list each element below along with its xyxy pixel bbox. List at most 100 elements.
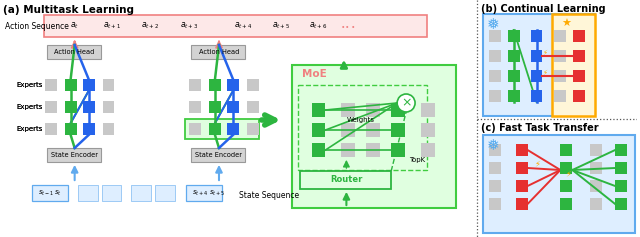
Bar [341,123,355,137]
Text: Weights: Weights [346,117,374,123]
Bar [45,123,57,135]
Text: ❅: ❅ [487,137,500,152]
Bar [590,162,602,174]
Bar [615,144,627,156]
Bar [615,198,627,210]
Bar [391,103,405,117]
Bar [508,90,520,102]
Bar [561,180,572,192]
Bar [554,30,566,42]
Bar [83,79,95,91]
Text: $s_{t+5}$: $s_{t+5}$ [209,188,225,198]
Bar [341,143,355,157]
Bar [366,143,380,157]
Circle shape [397,94,415,112]
Bar [47,45,100,59]
Bar [554,50,566,62]
Bar [554,90,566,102]
Text: State Encoder: State Encoder [195,152,243,158]
Bar [489,30,500,42]
Bar [391,143,405,157]
Text: Experts: Experts [16,126,42,132]
Bar [247,123,259,135]
Bar [45,79,57,91]
Bar [312,123,326,137]
Bar [102,123,115,135]
Bar [300,171,391,189]
Bar [102,185,122,201]
Text: (b) Continual Learning: (b) Continual Learning [481,4,605,14]
Bar [77,185,97,201]
Bar [391,123,405,137]
Text: $a_{t+2}$: $a_{t+2}$ [141,21,159,31]
Text: ★: ★ [561,19,572,29]
Bar [489,162,500,174]
Bar [561,162,572,174]
Text: ⚡: ⚡ [565,169,572,178]
Text: State Sequence: State Sequence [239,191,299,201]
Text: $a_{t+3}$: $a_{t+3}$ [180,21,198,31]
Bar [590,198,602,210]
Text: $a_{t+5}$: $a_{t+5}$ [271,21,290,31]
Bar [45,101,57,113]
Bar [209,123,221,135]
Bar [191,45,245,59]
Bar [489,90,500,102]
Bar [191,148,245,162]
Bar [312,103,326,117]
Bar [489,198,500,210]
Bar [209,101,221,113]
Bar [483,135,635,233]
Text: Experts: Experts [16,82,42,88]
Bar [102,79,115,91]
Bar [366,103,380,117]
Bar [516,180,527,192]
Text: Experts: Experts [16,126,42,132]
Bar [292,65,456,208]
Bar [615,162,627,174]
Bar [227,123,239,135]
Text: Action Head: Action Head [199,49,239,55]
Text: MoE: MoE [301,69,326,79]
Bar [590,180,602,192]
Bar [489,50,500,62]
Bar [83,123,95,135]
Bar [65,123,77,135]
Bar [531,70,543,82]
Bar [573,50,586,62]
Bar [156,185,175,201]
Bar [227,79,239,91]
Text: Experts: Experts [16,104,42,110]
Text: ❅: ❅ [487,17,500,32]
Bar [489,70,500,82]
Text: $a_t$: $a_t$ [70,21,79,31]
Bar [102,101,115,113]
Text: $\bullet\!\bullet\!\bullet$: $\bullet\!\bullet\!\bullet$ [340,23,356,29]
Bar [298,85,427,170]
Bar [189,101,201,113]
Bar [185,119,259,139]
Bar [341,103,355,117]
Bar [554,70,566,82]
Bar [366,123,380,137]
Bar [247,101,259,113]
Bar [189,123,201,135]
Bar [561,198,572,210]
Bar [47,148,100,162]
Bar [508,70,520,82]
Text: $s_t$: $s_t$ [54,188,61,198]
Bar [552,14,595,116]
Text: $a_{t+4}$: $a_{t+4}$ [234,21,252,31]
Bar [561,144,572,156]
Text: Experts: Experts [16,82,42,88]
Text: (c) Fast Task Transfer: (c) Fast Task Transfer [481,123,598,133]
Bar [131,185,151,201]
Bar [65,101,77,113]
Text: Action Sequence: Action Sequence [5,22,69,31]
Bar [421,143,435,157]
Bar [247,79,259,91]
Bar [516,198,527,210]
Bar [573,70,586,82]
Bar [65,79,77,91]
Text: $a_{t+6}$: $a_{t+6}$ [309,21,328,31]
